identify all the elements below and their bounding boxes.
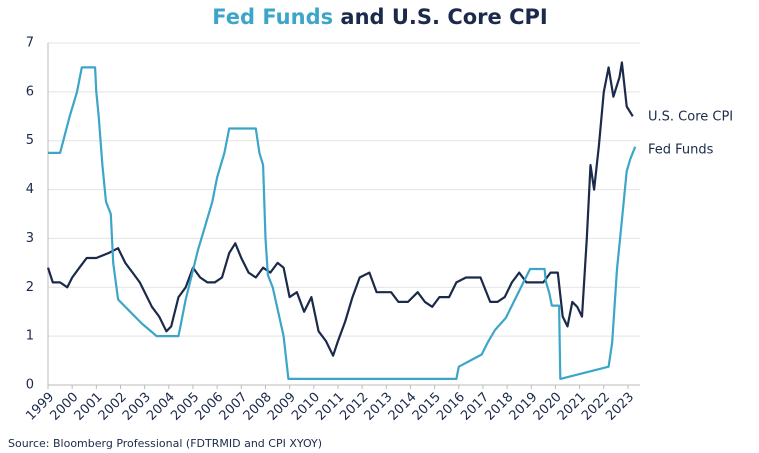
y-tick-label: 5 (26, 133, 34, 148)
series-label: U.S. Core CPI (648, 110, 733, 125)
y-tick-label: 4 (26, 182, 34, 197)
series-line (48, 66, 637, 380)
y-tick-label: 3 (26, 231, 34, 246)
series-line (46, 61, 634, 357)
y-tick-label: 2 (26, 280, 34, 295)
y-tick-label: 1 (26, 329, 34, 344)
title-part: and U.S. Core CPI (333, 5, 548, 29)
y-tick-label: 0 (26, 378, 34, 393)
source: Source: Bloomberg Professional (FDTRMID … (8, 437, 322, 450)
y-tick-label: 7 (26, 36, 34, 51)
chart-title: Fed Funds and U.S. Core CPI (212, 5, 547, 29)
y-tick-label: 6 (26, 84, 34, 99)
x-tick-label: 2023 (603, 390, 637, 424)
series-label: Fed Funds (648, 143, 714, 158)
title-part: Fed Funds (212, 5, 333, 29)
